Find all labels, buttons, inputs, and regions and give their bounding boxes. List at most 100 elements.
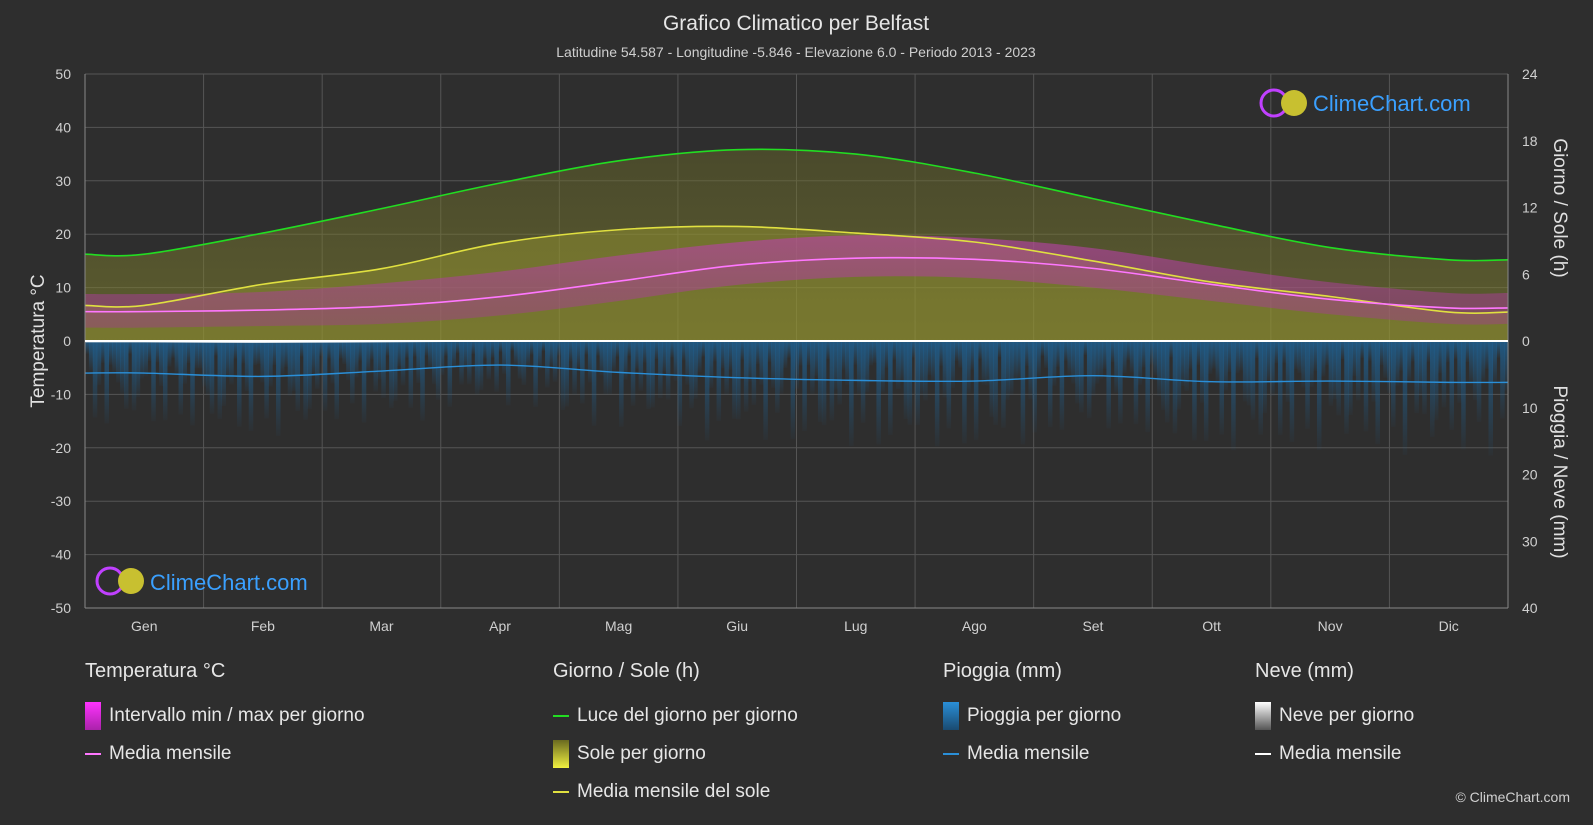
legend-label: Sole per giorno bbox=[577, 743, 706, 764]
rain-bar bbox=[1145, 341, 1150, 433]
rain-bar bbox=[428, 341, 433, 368]
rain-bar bbox=[318, 341, 324, 357]
brand-logo-bottom: ClimeChart.com bbox=[95, 566, 308, 596]
legend-rain: Pioggia (mm) Pioggia per giorno Media me… bbox=[943, 660, 1121, 773]
rain-bar bbox=[225, 341, 230, 379]
legend-item: Luce del giorno per giorno bbox=[553, 697, 798, 735]
rain-bar bbox=[361, 341, 367, 423]
rain-bar bbox=[330, 341, 336, 384]
legend-snow: Neve (mm) Neve per giorno Media mensile bbox=[1255, 660, 1414, 773]
y-right-tick: 24 bbox=[1522, 66, 1538, 82]
rain-bar bbox=[1352, 341, 1357, 377]
rain-bar bbox=[775, 341, 780, 413]
sun-mean-swatch bbox=[553, 791, 569, 793]
rain-bar bbox=[954, 341, 959, 361]
x-tick-label: Ott bbox=[1202, 618, 1221, 634]
rain-bar bbox=[291, 341, 297, 391]
rain-bar bbox=[997, 341, 1002, 358]
rain-bar bbox=[1262, 341, 1267, 414]
rain-bar bbox=[724, 341, 729, 395]
rain-bar bbox=[1231, 341, 1236, 451]
legend-item: Neve per giorno bbox=[1255, 697, 1414, 735]
rain-bar bbox=[506, 341, 511, 406]
rain-bar bbox=[1153, 341, 1158, 376]
rain-bar bbox=[786, 341, 792, 358]
rain-bar bbox=[162, 341, 168, 421]
rain-bar bbox=[1332, 341, 1338, 400]
legend-item: Sole per giorno bbox=[553, 735, 798, 773]
rain-bar bbox=[634, 341, 640, 369]
x-tick-label: Ago bbox=[962, 618, 987, 634]
x-tick-label: Apr bbox=[489, 618, 511, 634]
rain-bar bbox=[564, 341, 570, 407]
logo-sun-icon bbox=[118, 568, 144, 594]
rain-bar bbox=[139, 341, 145, 379]
rain-bar bbox=[860, 341, 866, 423]
rain-bar bbox=[1227, 341, 1232, 372]
rain-bar bbox=[798, 341, 803, 366]
snow-mean-swatch bbox=[1255, 753, 1271, 755]
y-right-tick: 40 bbox=[1522, 600, 1538, 616]
rain-bar bbox=[474, 341, 480, 395]
rain-bar bbox=[623, 341, 628, 380]
rain-bar bbox=[1172, 341, 1178, 434]
rain-bar bbox=[256, 341, 262, 364]
rain-bar bbox=[1071, 341, 1076, 384]
rain-bar bbox=[1379, 341, 1384, 365]
rain-bar bbox=[934, 341, 940, 447]
rain-bar bbox=[303, 341, 308, 420]
rain-bar bbox=[1301, 341, 1306, 388]
rain-bar bbox=[1476, 341, 1482, 422]
rain-bar bbox=[260, 341, 265, 383]
chart-subtitle: Latitudine 54.587 - Longitudine -5.846 -… bbox=[556, 44, 1036, 60]
rain-bar bbox=[950, 341, 955, 389]
rain-bar bbox=[591, 341, 597, 426]
rain-bar bbox=[525, 341, 531, 367]
y-left-tick: -40 bbox=[51, 547, 71, 563]
x-tick-label: Lug bbox=[844, 618, 867, 634]
rain-bar bbox=[1219, 341, 1224, 435]
rain-bar bbox=[1086, 341, 1092, 419]
y-left-tick: 30 bbox=[55, 173, 71, 189]
rain-bar bbox=[1426, 341, 1431, 362]
rain-bar bbox=[821, 341, 827, 426]
rain-bar bbox=[1036, 341, 1041, 378]
rain-bar bbox=[521, 341, 527, 386]
rain-bar bbox=[697, 341, 702, 373]
rain-bar bbox=[587, 341, 593, 383]
rain-bar bbox=[712, 341, 718, 362]
rain-bar bbox=[1246, 341, 1252, 406]
rain-bar bbox=[396, 341, 402, 367]
rain-bar bbox=[1254, 341, 1260, 359]
rain-bar bbox=[1258, 341, 1263, 435]
rain-bar bbox=[985, 341, 991, 386]
y-left-tick: 40 bbox=[55, 119, 71, 135]
rain-bar bbox=[1137, 341, 1143, 385]
rain-bar bbox=[973, 341, 979, 441]
temp-range-band bbox=[85, 235, 1508, 328]
rain-bar bbox=[661, 341, 667, 372]
legend-label: Media mensile bbox=[109, 743, 232, 764]
rain-bar bbox=[1387, 341, 1392, 393]
rain-bar bbox=[240, 341, 246, 364]
rain-bar bbox=[1320, 341, 1326, 377]
rain-bar bbox=[595, 341, 601, 356]
sun-swatch bbox=[553, 740, 569, 768]
rain-bar bbox=[533, 341, 538, 407]
rain-bar bbox=[1433, 341, 1439, 421]
rain-bar bbox=[100, 341, 106, 363]
rain-bar bbox=[416, 341, 421, 383]
rain-bar bbox=[365, 341, 371, 373]
rain-bar bbox=[186, 341, 191, 364]
rain-bar bbox=[272, 341, 277, 366]
snow-swatch bbox=[1255, 702, 1271, 730]
rain-bar bbox=[923, 341, 928, 401]
rain-bar bbox=[435, 341, 441, 400]
legend-label: Media mensile bbox=[1279, 743, 1402, 764]
rain-bar bbox=[412, 341, 417, 357]
rain-bar bbox=[669, 341, 675, 358]
y-left-tick: -10 bbox=[51, 386, 71, 402]
rain-bar bbox=[1496, 341, 1501, 358]
rain-bar bbox=[1122, 341, 1127, 374]
